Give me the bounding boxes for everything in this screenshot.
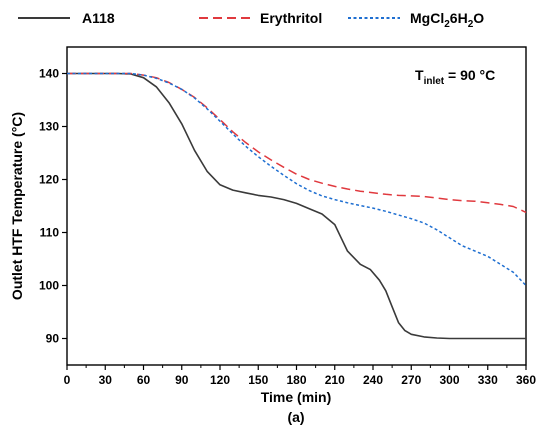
x-tick-label: 270 <box>401 373 421 387</box>
x-tick-label: 300 <box>439 373 459 387</box>
legend-label-mgcl2: MgCl26H2O <box>410 10 484 30</box>
inlet-temperature-annotation: Tinlet = 90 °C <box>415 67 495 87</box>
x-axis-title: Time (min) <box>261 389 332 405</box>
y-tick-label: 110 <box>40 226 60 240</box>
x-tick-label: 30 <box>99 373 113 387</box>
legend: A118 Erythritol MgCl26H2O <box>18 10 484 30</box>
x-tick-label: 150 <box>248 373 268 387</box>
x-tick-label: 180 <box>286 373 306 387</box>
y-tick-label: 90 <box>46 332 60 346</box>
y-tick-label: 140 <box>39 67 59 81</box>
x-tick-label: 240 <box>363 373 383 387</box>
plot-area <box>66 46 527 366</box>
panel-label: (a) <box>287 409 304 425</box>
x-tick-label: 360 <box>516 373 536 387</box>
y-tick-label: 100 <box>39 279 59 293</box>
x-tick-label: 90 <box>175 373 189 387</box>
x-tick-label: 330 <box>478 373 498 387</box>
x-tick-label: 60 <box>137 373 151 387</box>
series-line-mgcl2 <box>67 72 527 287</box>
x-tick-label: 120 <box>210 373 230 387</box>
x-tick-label: 0 <box>64 373 71 387</box>
series-line-erythritol <box>67 72 527 214</box>
y-tick-label: 120 <box>39 173 59 187</box>
y-axis-title: Outlet HTF Temperature (°C) <box>9 112 25 300</box>
y-tick-label: 130 <box>39 120 59 134</box>
x-tick-label: 210 <box>325 373 345 387</box>
series-line-a118 <box>67 72 526 340</box>
legend-label-erythritol: Erythritol <box>260 10 322 26</box>
legend-label-a118: A118 <box>82 10 115 26</box>
